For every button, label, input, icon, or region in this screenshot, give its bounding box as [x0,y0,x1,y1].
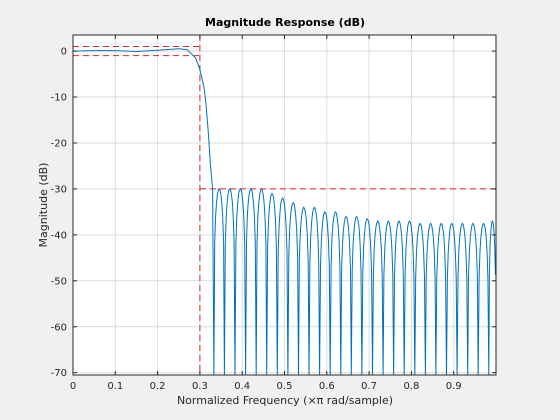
x-tick-label: 0.5 [277,381,293,392]
x-tick-label: 0.3 [192,381,208,392]
ticks: 0 0.1 0.2 0.3 0.4 0.5 0.6 0.7 0.8 0.9 0 -10 -20 -30 -4… [51,35,496,392]
y-tick-label: -50 [51,276,67,287]
y-axis-label: Magnitude (dB) [37,163,50,248]
x-tick-label: 0.2 [150,381,166,392]
plot-area [73,48,496,375]
y-tick-label: -70 [51,368,67,379]
response-line [73,48,496,375]
x-tick-label: 0.6 [319,381,335,392]
y-tick-label: -30 [51,184,67,195]
spec-mask [73,35,496,375]
y-tick-label: -40 [51,230,67,241]
y-tick-label: -20 [51,138,67,149]
x-axis-label: Normalized Frequency (×π rad/sample) [177,394,393,407]
chart-title: Magnitude Response (dB) [205,16,365,29]
y-tick-label: 0 [61,47,67,58]
x-tick-label: 0.4 [234,381,250,392]
x-tick-label: 0.8 [403,381,419,392]
x-tick-label: 0 [70,381,76,392]
y-tick-label: -10 [51,93,67,104]
x-tick-label: 0.1 [107,381,123,392]
y-tick-label: -60 [51,322,67,333]
x-tick-label: 0.9 [446,381,462,392]
x-tick-label: 0.7 [361,381,377,392]
